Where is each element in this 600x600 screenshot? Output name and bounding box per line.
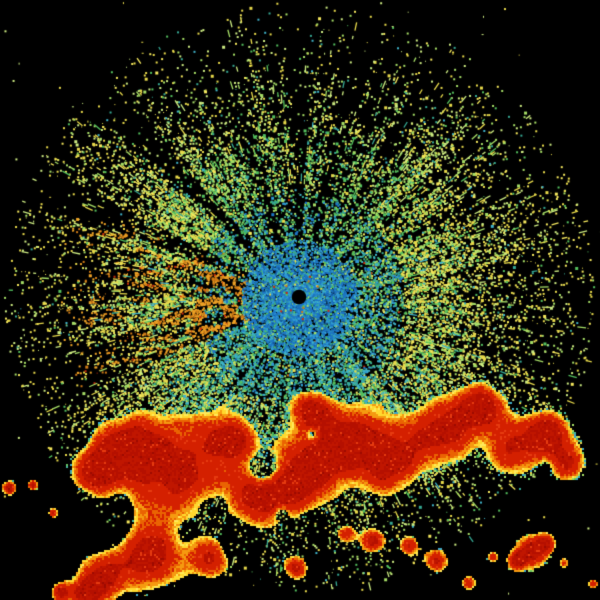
radar-display xyxy=(0,0,600,600)
radar-reflectivity-canvas xyxy=(0,0,600,600)
